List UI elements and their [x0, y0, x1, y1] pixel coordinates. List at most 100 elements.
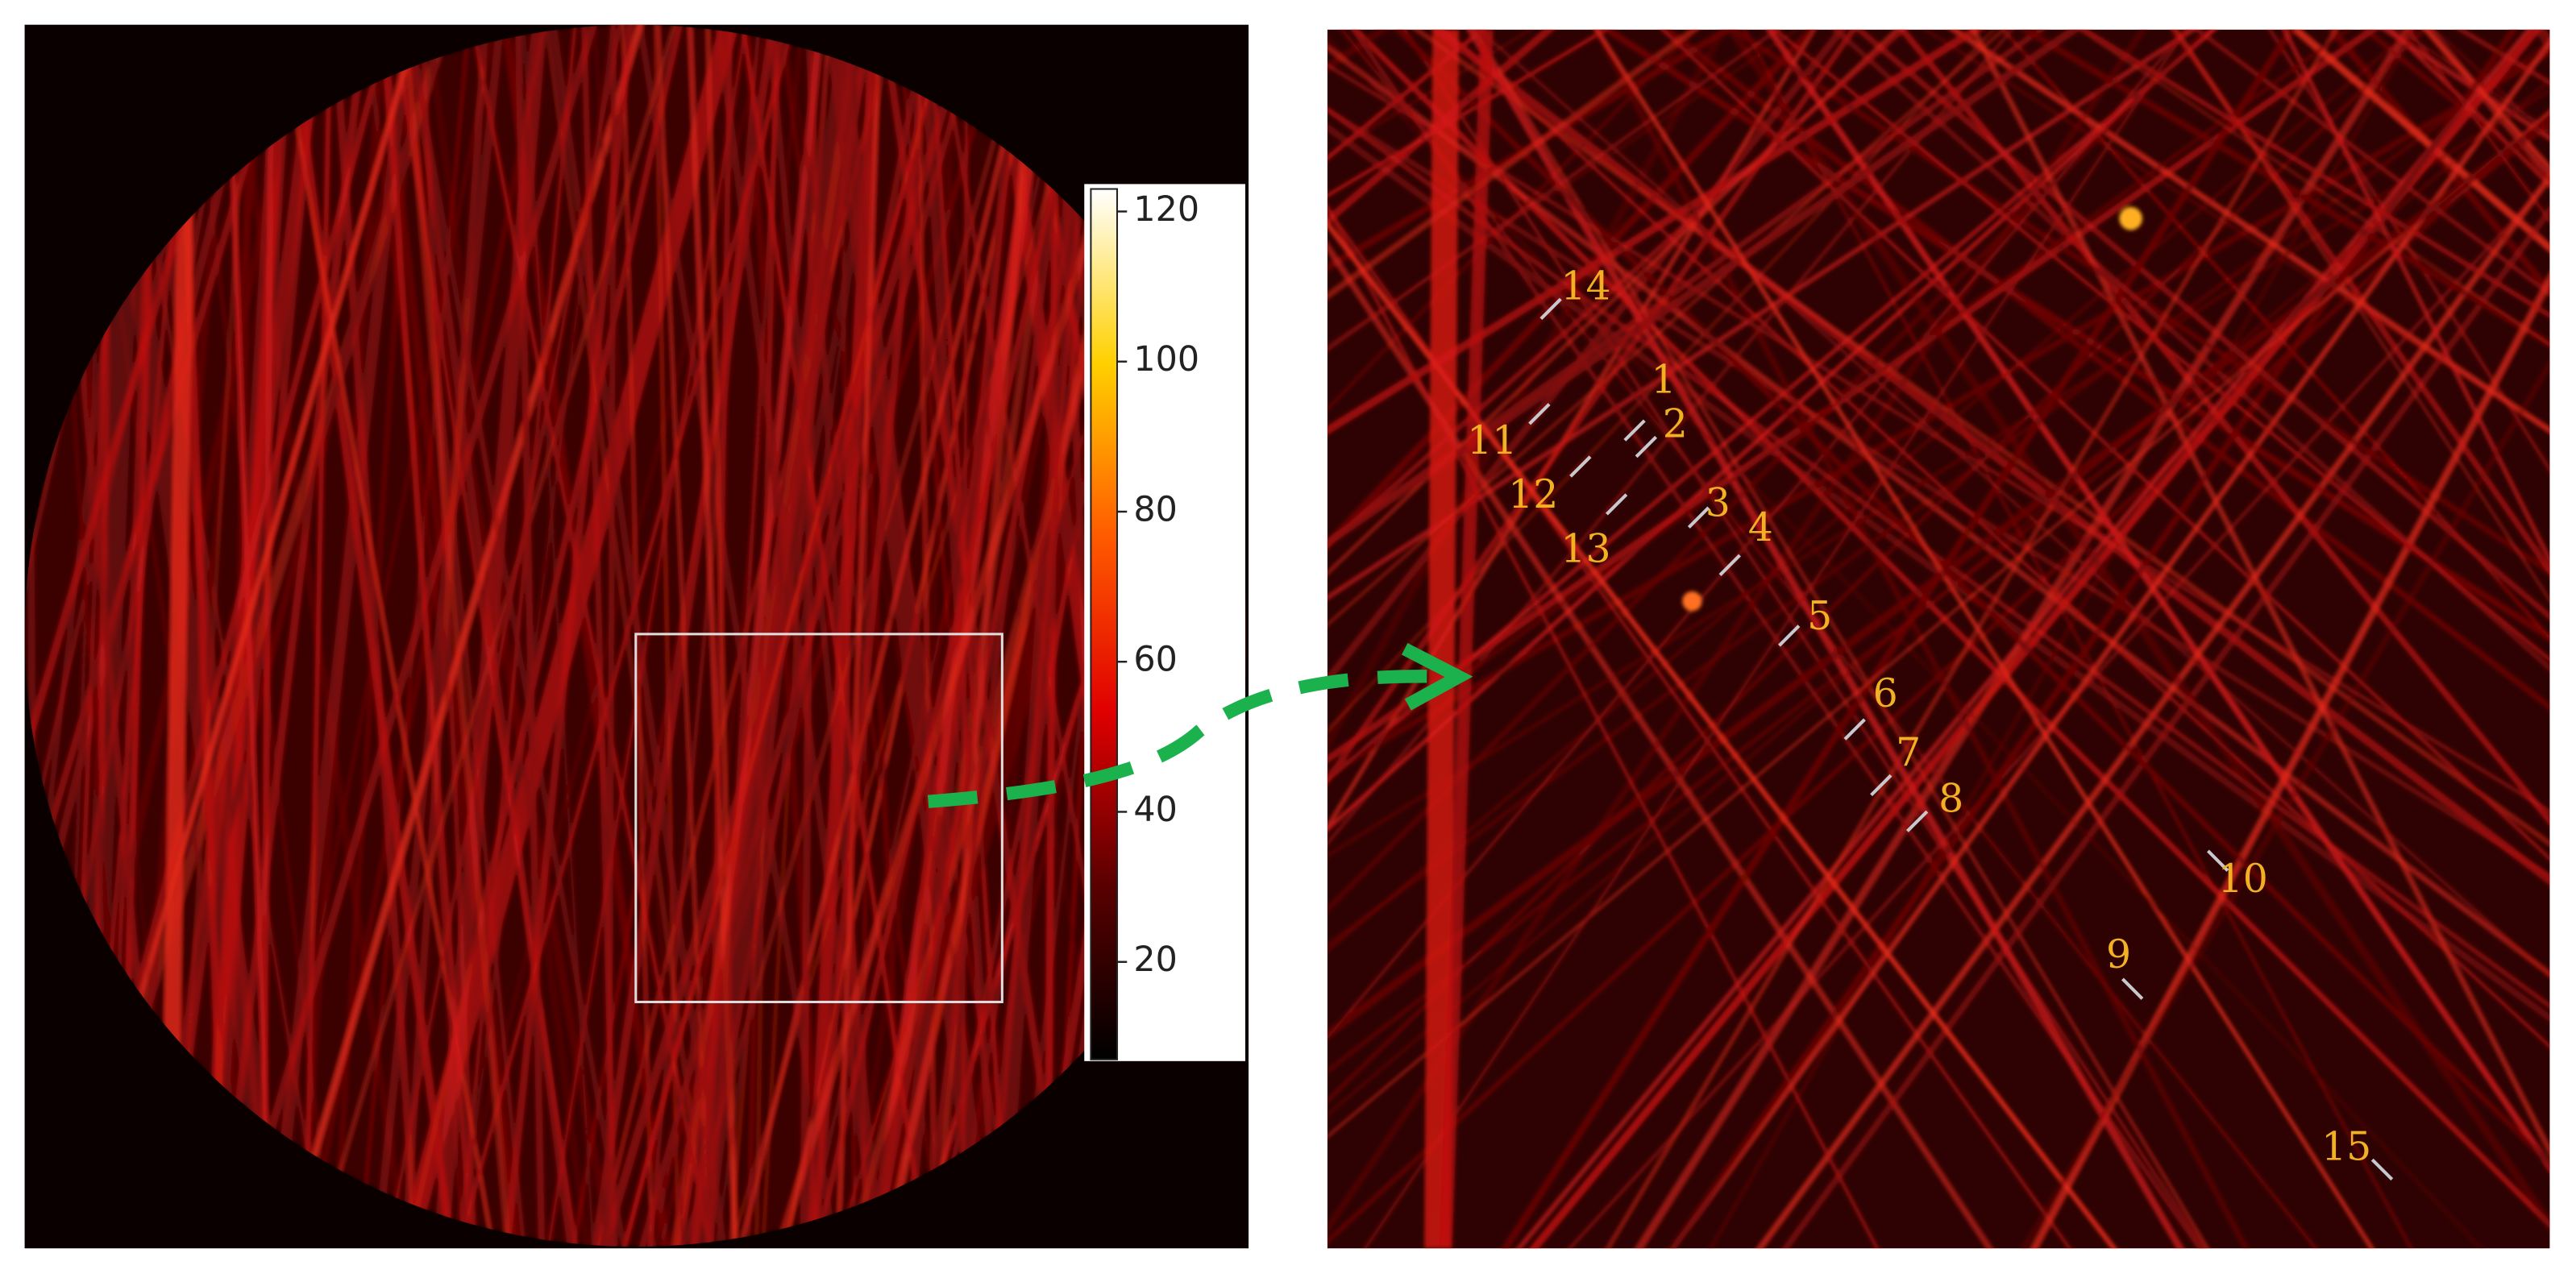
fiber: [567, 24, 790, 1247]
fiber: [1277, 0, 1324, 1278]
fiber: [1772, 29, 2550, 662]
fiber: [1601, 29, 2550, 642]
fiber: [1501, 29, 2296, 1249]
colorbar: 20 40 60 80 100 120: [1084, 184, 1246, 1061]
fiber: [399, 24, 491, 1247]
fiber: [0, 0, 12, 1278]
zoom-box: [634, 633, 1003, 1003]
fiber: [2567, 0, 2576, 1278]
fiber: [834, 24, 883, 1247]
fiber: [1327, 29, 1735, 272]
marker-tick: [1778, 624, 1801, 647]
marker-tick: [1870, 774, 1893, 797]
fiber: [916, 24, 937, 1247]
marker-label: 15: [2321, 1123, 2371, 1169]
fiber: [2020, 359, 2550, 1249]
marker-tick: [2370, 1158, 2394, 1181]
fiber: [1743, 29, 2412, 1249]
fiber: [283, 24, 459, 1247]
fibers-left: [0, 0, 1324, 1278]
fiber: [1728, 29, 2550, 575]
fiber: [917, 24, 1081, 1247]
fiber: [1363, 29, 2188, 1249]
marker-tick: [1905, 810, 1929, 832]
fiber: [1327, 114, 2550, 1040]
fiber: [710, 24, 890, 1247]
fiber: [1327, 29, 2217, 782]
fiber: [1258, 0, 1275, 1278]
fiber: [1327, 29, 2415, 953]
fiber: [1605, 29, 2339, 1249]
fiber: [0, 0, 4, 1278]
fiber: [673, 24, 1036, 1247]
marker-label: 9: [2106, 932, 2131, 977]
fiber: [1898, 29, 2550, 826]
marker-tick: [1635, 435, 1658, 459]
marker-label: 3: [1706, 479, 1730, 525]
fiber: [542, 24, 751, 1247]
fiber: [455, 24, 617, 1247]
colorbar-gradient: [1090, 188, 1119, 1060]
fiber: [1327, 29, 2427, 1104]
fiber: [1477, 29, 2550, 979]
fiber: [1855, 29, 2550, 620]
marker-tick: [1843, 718, 1866, 741]
fiber: [2170, 29, 2550, 576]
fiber: [542, 24, 714, 1247]
fiber: [2552, 0, 2576, 1278]
fiber: [841, 24, 1043, 1247]
fiber: [1594, 29, 2374, 1249]
fiber: [2001, 29, 2550, 640]
fiber: [500, 24, 637, 1247]
fiber: [1755, 171, 2550, 1249]
fiber: [1327, 48, 2550, 778]
fiber: [1831, 29, 2550, 672]
fiber: [448, 24, 802, 1247]
fiber: [400, 24, 515, 1247]
fiber: [1970, 29, 2550, 1157]
fiber: [764, 24, 886, 1247]
fiber: [1327, 29, 2188, 1040]
marker-label: 10: [2218, 856, 2268, 902]
fiber: [1327, 29, 1727, 752]
fiber: [2561, 0, 2576, 1278]
bright-spot: [1682, 591, 1702, 612]
fiber: [1327, 29, 2046, 546]
fiber: [1327, 29, 2211, 914]
fiber: [1292, 0, 1323, 1278]
fiber: [1327, 29, 1555, 226]
fiber: [1327, 241, 1994, 1249]
marker-tick: [1718, 554, 1741, 576]
fiber: [1327, 29, 2198, 601]
fiber: [1327, 203, 1880, 1249]
colorbar-tick-label: 20: [1133, 940, 1177, 980]
fiber: [1327, 36, 2483, 1249]
zoom-arrow: [927, 670, 1450, 808]
fiber: [1466, 29, 2185, 1249]
fiber: [1439, 29, 1494, 1249]
marker-label: 5: [1807, 593, 1832, 639]
fiber: [737, 24, 933, 1247]
fiber: [654, 24, 680, 1247]
fiber: [0, 0, 18, 1278]
fiber: [1327, 62, 2550, 814]
fiber: [958, 24, 1098, 1247]
fiber: [379, 24, 627, 1247]
fiber: [1327, 29, 1996, 732]
fiber: [1327, 29, 2351, 778]
marker-tick: [1687, 506, 1710, 529]
fiber: [2549, 0, 2576, 1278]
marker-tick: [1605, 493, 1628, 516]
fiber: [1327, 29, 1781, 352]
colorbar-tick-label: 60: [1133, 640, 1177, 680]
marker-tick: [1569, 455, 1592, 478]
fiber: [2175, 29, 2550, 602]
fiber: [2078, 29, 2550, 346]
marker-label: 13: [1560, 525, 1610, 571]
fiber: [1351, 29, 2550, 1229]
fiber: [2079, 29, 2550, 318]
fiber: [370, 24, 507, 1247]
fiber: [2290, 29, 2550, 253]
fiber: [930, 24, 1039, 1247]
